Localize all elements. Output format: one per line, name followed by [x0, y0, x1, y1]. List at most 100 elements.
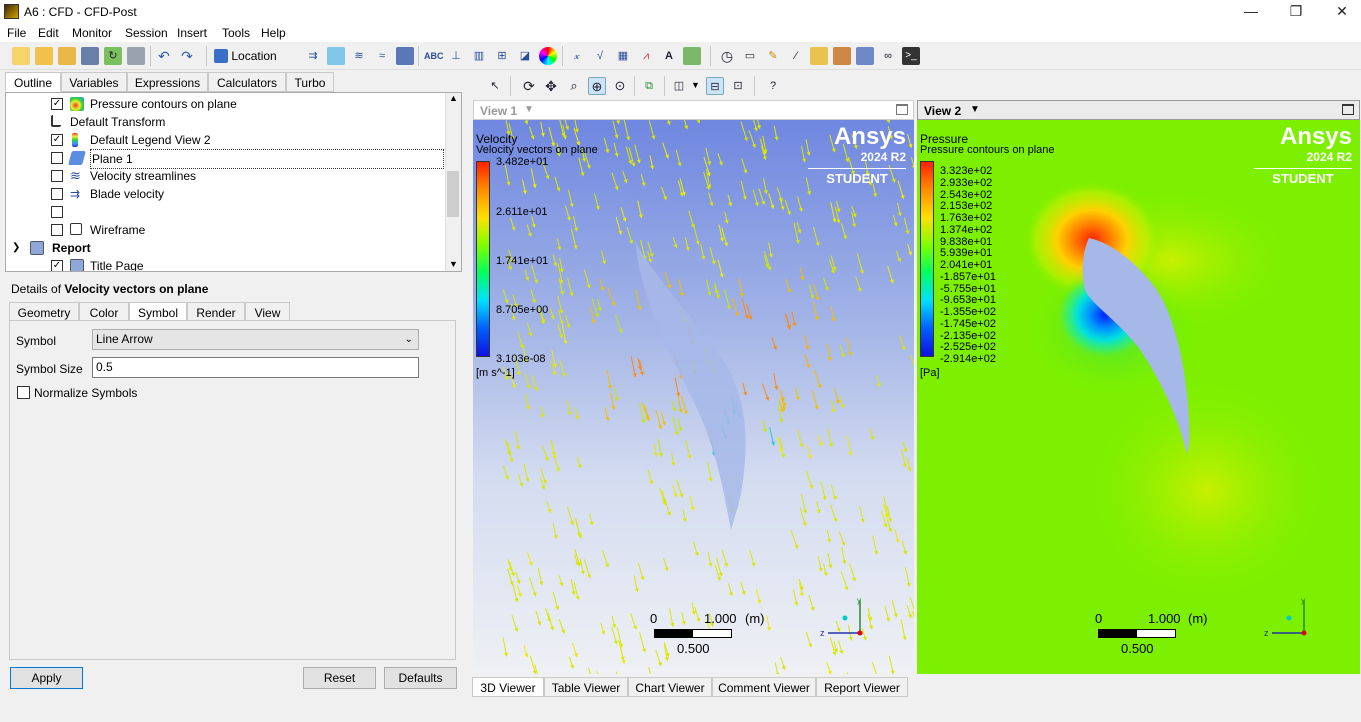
chevron-down-icon[interactable]: ▼ [970, 104, 980, 115]
fit-view-icon[interactable]: ⧉ [645, 80, 653, 92]
chevron-down-icon[interactable]: ❯ [12, 242, 21, 253]
view1-viewport[interactable]: Velocity Velocity vectors on plane 3.482… [473, 120, 914, 674]
tree-scrollbar[interactable]: ▲ ▼ [445, 93, 461, 271]
table-icon[interactable]: ▦ [617, 50, 629, 62]
tab-comment-viewer[interactable]: Comment Viewer [712, 677, 816, 697]
symbol-size-input[interactable]: 0.5 [92, 357, 419, 378]
reset-button[interactable]: Reset [303, 667, 376, 689]
tree-item[interactable]: ✓ Title Page [6, 257, 446, 271]
animation-icon[interactable]: ▭ [744, 50, 756, 62]
zoom-fit-icon[interactable]: ⊙ [614, 78, 626, 93]
maximize-view-icon[interactable] [1342, 104, 1354, 115]
menu-tools[interactable]: Tools [222, 26, 251, 40]
menu-edit[interactable]: Edit [38, 26, 59, 40]
particle-track-icon[interactable]: ≈ [378, 50, 386, 62]
zoom-icon[interactable]: ⌕ [570, 78, 578, 93]
tab-color[interactable]: Color [79, 302, 129, 322]
tab-geometry[interactable]: Geometry [9, 302, 79, 322]
coordinate-frame-icon[interactable]: ⊥ [451, 50, 461, 62]
select-icon[interactable]: ↖ [490, 80, 500, 92]
tree-checkbox[interactable]: ✓ [51, 134, 63, 146]
tree-checkbox[interactable] [51, 206, 63, 218]
tab-turbo[interactable]: Turbo [286, 72, 334, 92]
menu-file[interactable]: File [7, 26, 27, 40]
maximize-button[interactable]: ❐ [1289, 3, 1303, 19]
tab-report-viewer[interactable]: Report Viewer [816, 677, 908, 697]
symbol-select[interactable]: Line Arrow ⌄ [92, 329, 419, 350]
tree-item[interactable]: ≋ Velocity streamlines [6, 167, 446, 185]
tree-group[interactable]: ❯ Report [6, 239, 446, 257]
view2-title[interactable]: View 2 [924, 104, 962, 118]
tree-checkbox[interactable] [51, 188, 63, 200]
pan-icon[interactable]: ✥ [545, 78, 557, 94]
redo-icon[interactable]: ↷ [181, 48, 193, 64]
command-editor-icon[interactable]: >_ [902, 47, 920, 65]
monitor-info-icon[interactable]: ? [769, 80, 777, 92]
comment-icon[interactable]: A [665, 50, 673, 62]
color-map-icon[interactable] [539, 47, 557, 65]
tab-variables[interactable]: Variables [61, 72, 127, 92]
tab-table-viewer[interactable]: Table Viewer [544, 677, 628, 697]
instance-transform-icon[interactable]: ⊞ [497, 50, 507, 62]
tab-calculators[interactable]: Calculators [208, 72, 286, 92]
tree-item[interactable]: Default Transform [6, 113, 446, 131]
tab-view[interactable]: View [245, 302, 290, 322]
menu-session[interactable]: Session [125, 26, 168, 40]
streamline-icon[interactable]: ≋ [354, 50, 364, 62]
scroll-up-icon[interactable]: ▲ [449, 93, 458, 103]
macro-calculator-icon[interactable] [833, 47, 851, 65]
tree-item[interactable]: Wireframe [6, 221, 446, 239]
defaults-button[interactable]: Defaults [384, 667, 457, 689]
probe-icon[interactable]: ⁄ [795, 50, 797, 62]
tab-expressions[interactable]: Expressions [127, 72, 208, 92]
zoom-box-icon[interactable]: ⊕ [588, 77, 606, 95]
normalize-symbols-checkbox[interactable] [17, 386, 30, 399]
close-button[interactable]: ✕ [1336, 3, 1348, 19]
tree-item-selected[interactable]: ⇉ Velocity vectors on plane [46, 203, 444, 221]
tree-item[interactable]: ✓ Default Legend View 2 [6, 131, 446, 149]
contour-icon[interactable] [327, 47, 345, 65]
save-state-icon[interactable] [81, 47, 99, 65]
load-state-icon[interactable] [58, 47, 76, 65]
sync-visibility-icon[interactable]: ⊡ [733, 80, 743, 92]
scroll-down-icon[interactable]: ▼ [449, 259, 458, 269]
timestep-icon[interactable]: ◷ [720, 48, 734, 64]
expression-icon[interactable]: √ [596, 50, 604, 62]
open-icon[interactable] [35, 47, 53, 65]
vector-icon[interactable]: ⇉ [308, 50, 318, 62]
tree-checkbox[interactable] [51, 170, 63, 182]
minimize-button[interactable]: — [1244, 3, 1258, 19]
screenshot-icon[interactable] [127, 47, 145, 65]
chevron-down-icon[interactable]: ▼ [524, 104, 534, 115]
tree-checkbox[interactable]: ✓ [51, 98, 63, 110]
maximize-view-icon[interactable] [896, 104, 908, 115]
apply-button[interactable]: Apply [10, 667, 83, 689]
volume-render-icon[interactable] [396, 47, 414, 65]
undo-icon[interactable]: ↶ [158, 48, 170, 64]
refresh-icon[interactable]: ↻ [104, 47, 122, 65]
tree-item[interactable]: ✓ Pressure contours on plane [6, 95, 446, 113]
function-calculator-icon[interactable] [810, 47, 828, 65]
location-dropdown[interactable]: Location ▼ [214, 46, 294, 83]
tree-item[interactable]: ⇉ Blade velocity [6, 185, 446, 203]
text-icon[interactable]: ABC [424, 51, 444, 61]
menu-monitor[interactable]: Monitor [72, 26, 113, 40]
rotate-icon[interactable]: ⟳ [523, 78, 535, 94]
quick-editor-icon[interactable]: ✎ [768, 50, 778, 62]
view2-viewport[interactable]: Pressure Pressure contours on plane 3.32… [917, 120, 1360, 674]
tree-item[interactable]: Plane 1 [6, 149, 446, 169]
tree-checkbox[interactable] [51, 152, 63, 164]
tab-outline[interactable]: Outline [5, 72, 61, 92]
variable-icon[interactable]: 𝓍 [574, 50, 580, 62]
menu-help[interactable]: Help [261, 26, 286, 40]
legend-icon[interactable]: ▥ [473, 50, 485, 62]
mesh-calculator-icon[interactable] [856, 47, 874, 65]
tab-render[interactable]: Render [187, 302, 245, 322]
chevron-down-icon[interactable]: ▼ [691, 80, 700, 90]
tab-3d-viewer[interactable]: 3D Viewer [472, 677, 544, 697]
chart-icon[interactable]: ⩘ [642, 50, 650, 62]
viewport-layout-icon[interactable]: ◫ [673, 80, 685, 92]
new-icon[interactable] [12, 47, 30, 65]
clip-plane-icon[interactable]: ◪ [519, 50, 531, 62]
scrollbar-thumb[interactable] [447, 171, 459, 217]
